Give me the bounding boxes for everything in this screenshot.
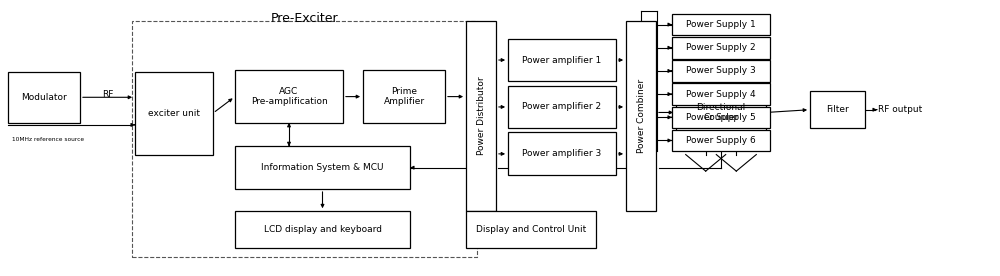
Bar — [626, 21, 656, 211]
Bar — [676, 80, 766, 145]
Text: Pre-Exciter: Pre-Exciter — [271, 12, 339, 25]
Bar — [363, 70, 445, 123]
Text: Power Supply 3: Power Supply 3 — [686, 67, 756, 75]
Bar — [508, 86, 616, 128]
Bar — [466, 21, 496, 211]
Bar — [466, 211, 596, 248]
Text: Modulator: Modulator — [21, 93, 67, 102]
Text: Power Supply 4: Power Supply 4 — [686, 90, 756, 99]
Text: Power Supply 6: Power Supply 6 — [686, 136, 756, 145]
Bar — [132, 21, 477, 257]
Bar — [672, 14, 770, 35]
Bar — [672, 107, 770, 128]
Text: Information System & MCU: Information System & MCU — [261, 163, 384, 172]
Text: Display and Control Unit: Display and Control Unit — [476, 225, 586, 234]
Text: Power amplifier 1: Power amplifier 1 — [522, 55, 602, 65]
Text: AGC
Pre-amplification: AGC Pre-amplification — [251, 87, 327, 106]
Text: Power Supply 2: Power Supply 2 — [686, 43, 756, 52]
Bar — [235, 146, 410, 189]
Text: RF: RF — [102, 90, 114, 99]
Text: Filter: Filter — [826, 105, 849, 114]
Text: Power amplifier 2: Power amplifier 2 — [522, 102, 602, 112]
Text: Power Distributor: Power Distributor — [477, 77, 486, 155]
Bar — [672, 130, 770, 151]
Text: Directional
Coupler: Directional Coupler — [696, 103, 746, 122]
Bar — [8, 72, 80, 123]
Text: Power Combiner: Power Combiner — [637, 79, 646, 153]
Text: LCD display and keyboard: LCD display and keyboard — [264, 225, 382, 234]
Text: RF output: RF output — [878, 105, 922, 113]
Bar — [508, 39, 616, 81]
Text: exciter unit: exciter unit — [148, 109, 200, 118]
Bar — [672, 37, 770, 59]
Bar — [508, 132, 616, 175]
Text: Power Supply 5: Power Supply 5 — [686, 113, 756, 122]
Bar — [810, 91, 865, 128]
Bar — [235, 211, 410, 248]
Bar — [672, 83, 770, 105]
Text: Power amplifier 3: Power amplifier 3 — [522, 149, 602, 158]
Bar — [672, 60, 770, 82]
Text: Prime
Amplifier: Prime Amplifier — [383, 87, 425, 106]
Text: 10MHz reference source: 10MHz reference source — [12, 137, 84, 142]
Bar — [235, 70, 343, 123]
Bar — [135, 72, 213, 155]
Text: Power Supply 1: Power Supply 1 — [686, 20, 756, 29]
